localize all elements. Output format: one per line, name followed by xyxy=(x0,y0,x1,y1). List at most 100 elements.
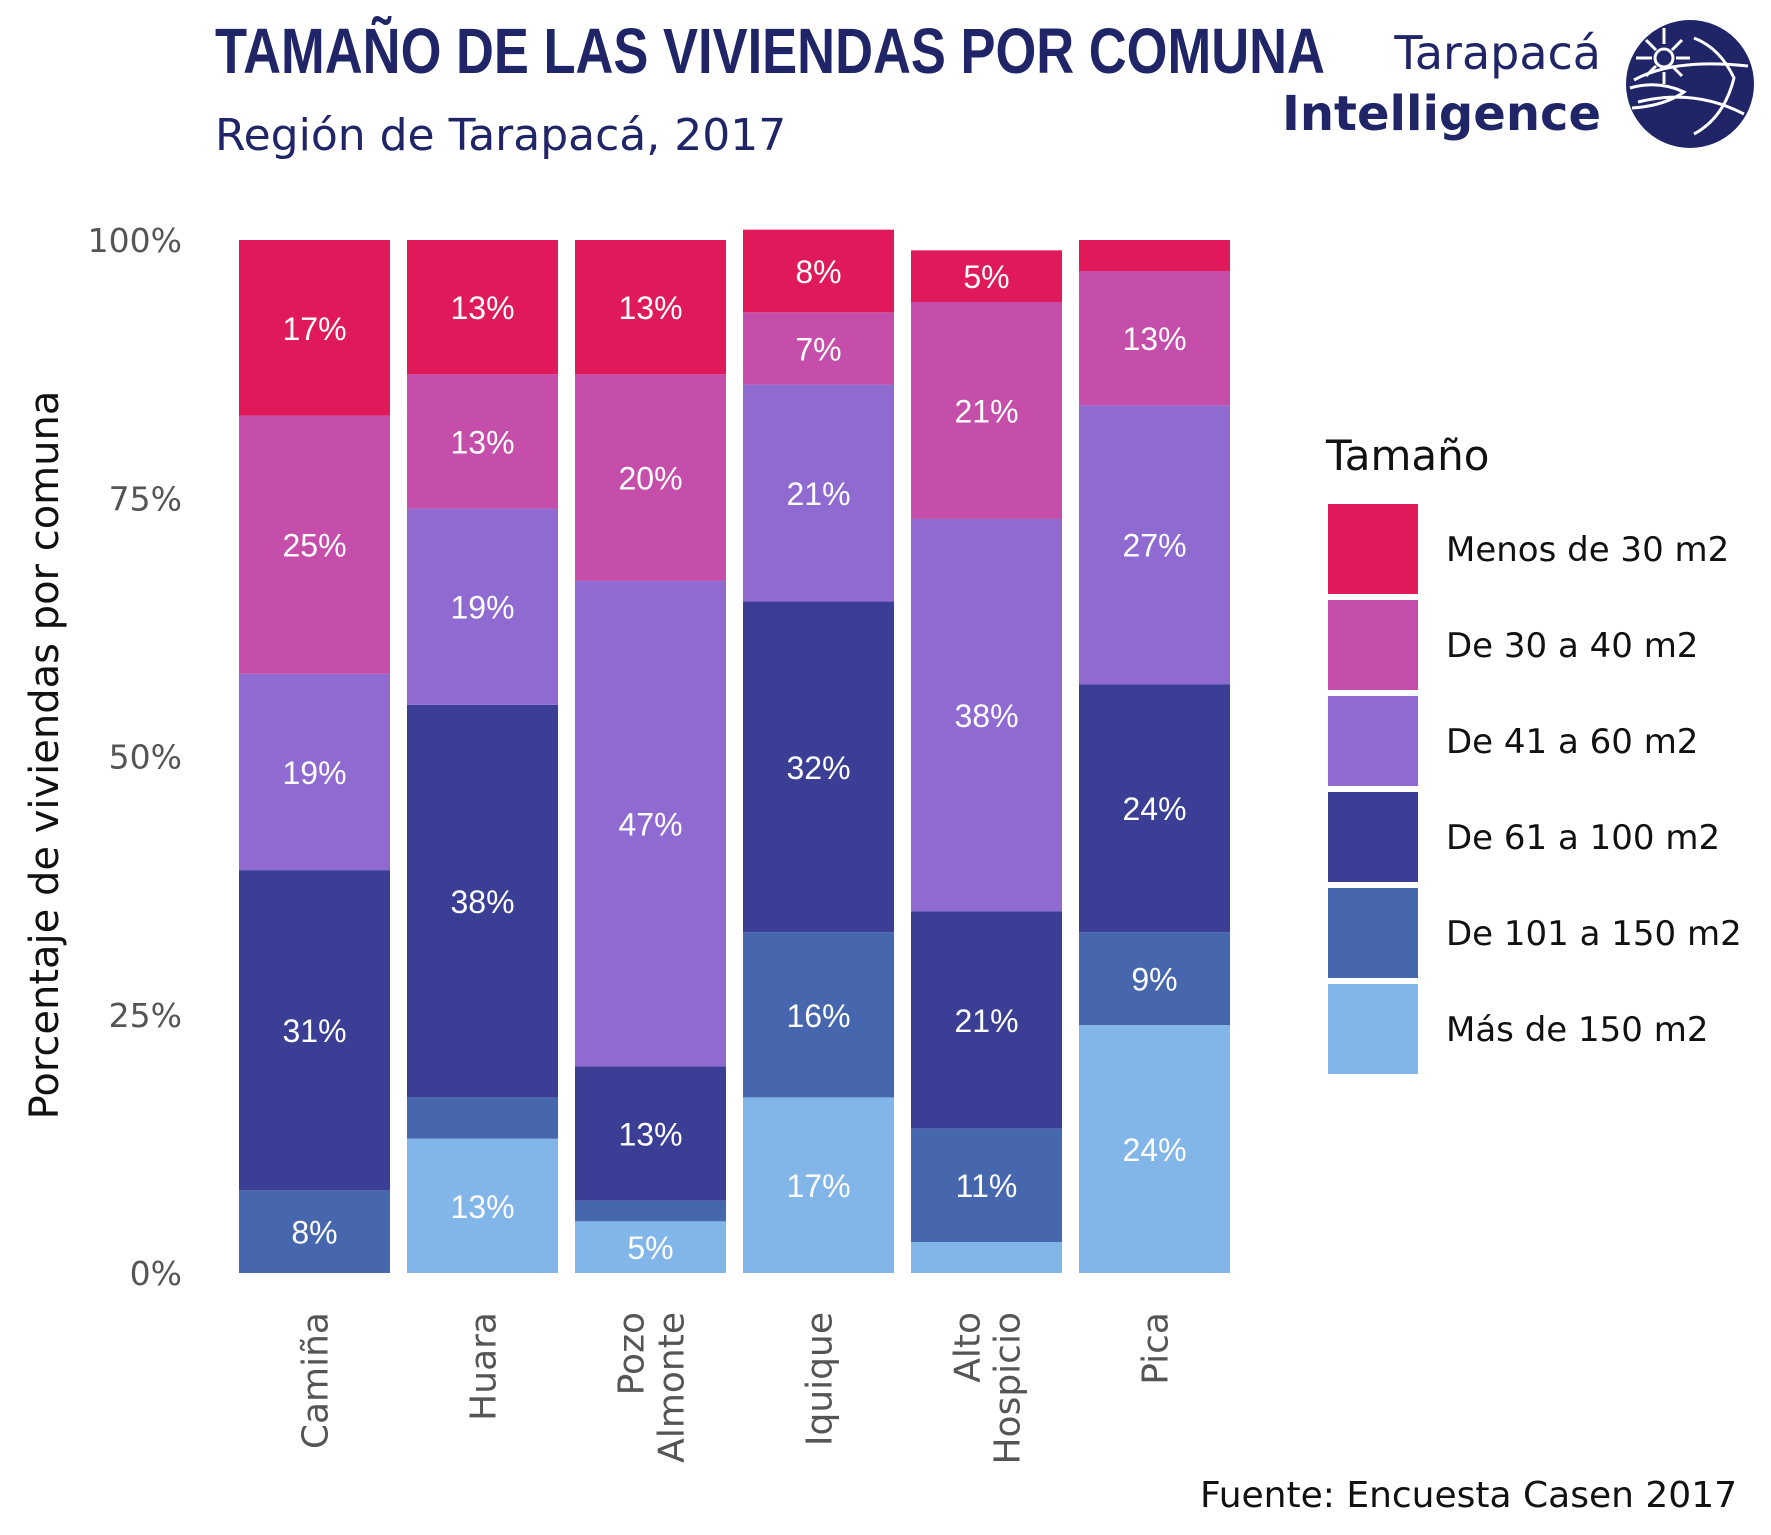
x-tick-label: Huara xyxy=(464,1312,505,1421)
bar-segment xyxy=(1079,1025,1230,1273)
bar-segment xyxy=(743,601,894,933)
bar-data-label: 38% xyxy=(954,698,1018,734)
y-tick-label: 100% xyxy=(88,221,182,260)
bar-segment xyxy=(575,1221,726,1273)
bar-data-label: 31% xyxy=(282,1013,346,1049)
x-tick-label-line: Huara xyxy=(464,1312,505,1421)
x-tick-label-line: Hospicio xyxy=(988,1312,1029,1465)
bar-segment xyxy=(743,1097,894,1273)
bar-segment xyxy=(1079,684,1230,933)
bar-segment xyxy=(575,240,726,375)
x-tick-label-line: Almonte xyxy=(652,1312,693,1463)
bar-data-label: 38% xyxy=(450,884,514,920)
bar-segment xyxy=(1079,270,1230,406)
x-tick-label-line: Camiña xyxy=(296,1312,337,1449)
bar-data-label: 13% xyxy=(450,424,514,460)
bar-segment xyxy=(911,1128,1062,1243)
bar-segment xyxy=(1079,932,1230,1026)
bar-data-label: 17% xyxy=(282,311,346,347)
bar-segment xyxy=(1079,240,1230,271)
legend-swatch xyxy=(1328,792,1418,882)
bar-data-label: 25% xyxy=(282,528,346,564)
bar-data-label: 13% xyxy=(618,1117,682,1153)
legend-item-label: De 30 a 40 m2 xyxy=(1446,626,1698,666)
bar-data-label: 7% xyxy=(795,331,841,367)
x-tick-label: Pica xyxy=(1136,1312,1177,1385)
bar-data-label: 16% xyxy=(786,998,850,1034)
x-tick-label: Camiña xyxy=(296,1312,337,1449)
bar-segment xyxy=(911,1242,1062,1273)
bar-segment xyxy=(239,1190,390,1273)
x-tick-label-line: Iquique xyxy=(800,1312,841,1446)
bar-data-label: 27% xyxy=(1122,528,1186,564)
bar-data-label: 13% xyxy=(450,290,514,326)
bar-segment xyxy=(743,384,894,602)
x-tick-label: Alto Hospicio xyxy=(948,1312,1029,1465)
chart-subtitle: Región de Tarapacá, 2017 xyxy=(215,110,787,161)
bar-data-label: 24% xyxy=(1122,1132,1186,1168)
bar-segment xyxy=(407,374,558,509)
bar-data-label: 8% xyxy=(291,1215,337,1251)
source-note: Fuente: Encuesta Casen 2017 xyxy=(1199,1475,1737,1516)
y-tick-label: 0% xyxy=(130,1254,182,1293)
legend-item-label: De 101 a 150 m2 xyxy=(1446,914,1742,954)
x-tick-label-line: Pozo xyxy=(612,1312,653,1395)
bars: 8% 31% 19% 25% 17% 13% 38% 19% 13% 13% 5% 13% 47% 20%… xyxy=(239,229,1230,1273)
y-axis-label: Porcentaje de viviendas por comuna xyxy=(22,391,68,1120)
y-tick-label: 50% xyxy=(109,738,182,777)
bar-data-label: 24% xyxy=(1122,791,1186,827)
bar-data-label: 8% xyxy=(795,254,841,290)
bar-segment xyxy=(407,240,558,375)
bar-data-label: 5% xyxy=(963,259,1009,295)
logo-text-tarapaca: Tarapacá xyxy=(1394,26,1601,80)
x-tick-label: Iquique xyxy=(800,1312,841,1446)
bar-segment xyxy=(1079,405,1230,685)
bar-data-label: 20% xyxy=(618,461,682,497)
bar-segment xyxy=(575,1200,726,1222)
legend-item-label: Menos de 30 m2 xyxy=(1446,530,1729,570)
bar-segment xyxy=(407,1097,558,1139)
bar-segment xyxy=(575,1066,726,1201)
legend: Tamaño Menos de 30 m2 De 30 a 40 m2 De 41 a… xyxy=(1325,431,1742,1074)
chart-title: TAMAÑO DE LAS VIVIENDAS POR COMUNA xyxy=(215,15,1325,87)
bar-data-label: 9% xyxy=(1131,962,1177,998)
bar-segment xyxy=(743,932,894,1098)
x-tick-label-line: Alto xyxy=(948,1312,989,1383)
bar-segment xyxy=(239,240,390,416)
x-tick-label: Pozo Almonte xyxy=(612,1312,693,1463)
y-axis: 0% 25% 50% 75% 100% xyxy=(88,221,182,1293)
bar-data-label: 17% xyxy=(786,1168,850,1204)
x-axis: Camiña Huara Pozo Almonte Iquique Alto Hospici… xyxy=(296,1312,1177,1465)
logo-text-intelligence: Intelligence xyxy=(1282,86,1601,142)
bar-data-label: 21% xyxy=(954,1003,1018,1039)
bar-segment xyxy=(743,229,894,313)
bar-data-label: 19% xyxy=(282,755,346,791)
bar-segment xyxy=(911,518,1062,912)
legend-title: Tamaño xyxy=(1325,431,1489,480)
legend-item-label: De 41 a 60 m2 xyxy=(1446,722,1698,762)
y-tick-label: 25% xyxy=(109,996,182,1035)
bar-data-label: 5% xyxy=(627,1230,673,1266)
bar-data-label: 21% xyxy=(786,476,850,512)
legend-swatch xyxy=(1328,600,1418,690)
bar-segment xyxy=(239,673,390,871)
legend-item-label: De 61 a 100 m2 xyxy=(1446,818,1720,858)
bar-segment xyxy=(575,580,726,1067)
legend-swatch xyxy=(1328,888,1418,978)
y-tick-label: 75% xyxy=(109,479,182,518)
bar-data-label: 13% xyxy=(1122,321,1186,357)
bar-data-label: 13% xyxy=(450,1189,514,1225)
bar-data-label: 21% xyxy=(954,393,1018,429)
bar-segment xyxy=(239,415,390,674)
bar-segment xyxy=(407,704,558,1098)
logo-globe-icon xyxy=(1626,20,1754,148)
bar-segment xyxy=(911,250,1062,302)
bar-segment xyxy=(743,312,894,385)
bar-data-label: 13% xyxy=(618,290,682,326)
bar-segment xyxy=(575,374,726,581)
bar-data-label: 47% xyxy=(618,807,682,843)
legend-swatch xyxy=(1328,504,1418,594)
x-tick-label-line: Pica xyxy=(1136,1312,1177,1385)
legend-swatch xyxy=(1328,984,1418,1074)
